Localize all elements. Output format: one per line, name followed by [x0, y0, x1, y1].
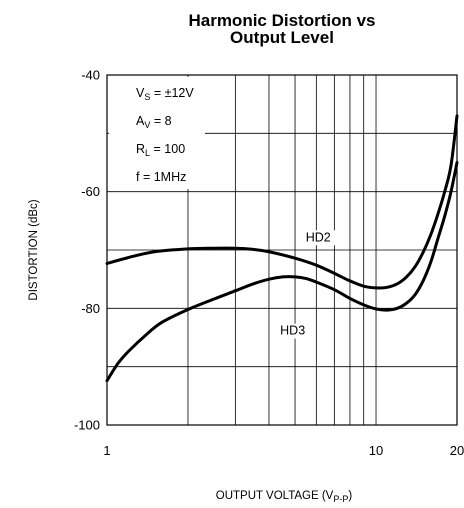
x-tick-label: 1	[103, 443, 110, 458]
hd2-label-background	[300, 230, 337, 246]
condition-subscript: S	[144, 92, 150, 102]
condition-symbol: f = 1MHz	[136, 170, 186, 184]
x-axis-label-close: )	[348, 490, 352, 502]
y-tick-label: -40	[81, 68, 100, 83]
condition-line: RL = 100	[136, 142, 185, 158]
chart-title: Harmonic Distortion vs Output Level	[107, 12, 457, 46]
condition-symbol: R	[136, 142, 145, 156]
condition-symbol: V	[136, 86, 145, 100]
x-axis-label-sub: P-P	[333, 494, 348, 504]
condition-subscript: V	[144, 120, 150, 130]
plot-frame	[106, 74, 458, 426]
condition-line: f = 1MHz	[136, 170, 186, 184]
hd3-curve	[105, 161, 459, 383]
curves: HD2 HD3	[105, 114, 459, 383]
condition-symbol: A	[136, 114, 145, 128]
hd3-label-background	[274, 323, 311, 339]
condition-value: = ±12V	[150, 86, 194, 100]
chart-title-line-1: Harmonic Distortion vs	[188, 11, 376, 30]
x-tick-label: 20	[450, 443, 464, 458]
condition-line: VS = ±12V	[136, 86, 194, 102]
condition-value: = 100	[150, 142, 185, 156]
y-tick-label: -60	[81, 184, 100, 199]
hd2-label: HD2	[306, 230, 331, 244]
conditions-background	[109, 77, 205, 189]
x-tick-label: 10	[369, 443, 383, 458]
chart-title-line-2: Output Level	[230, 28, 334, 47]
x-axis-label: OUTPUT VOLTAGE (VP-P)	[216, 490, 353, 504]
y-tick-label: -100	[74, 418, 100, 433]
condition-value: = 8	[150, 114, 171, 128]
hd3-label: HD3	[280, 324, 305, 338]
x-axis-label-main: OUTPUT VOLTAGE (V	[216, 490, 334, 502]
hd2-curve	[105, 114, 459, 290]
condition-line: AV = 8	[136, 114, 172, 130]
y-axis-label: DISTORTION (dBc)	[28, 199, 40, 300]
condition-subscript: L	[145, 148, 150, 158]
y-tick-label: -80	[81, 301, 100, 316]
